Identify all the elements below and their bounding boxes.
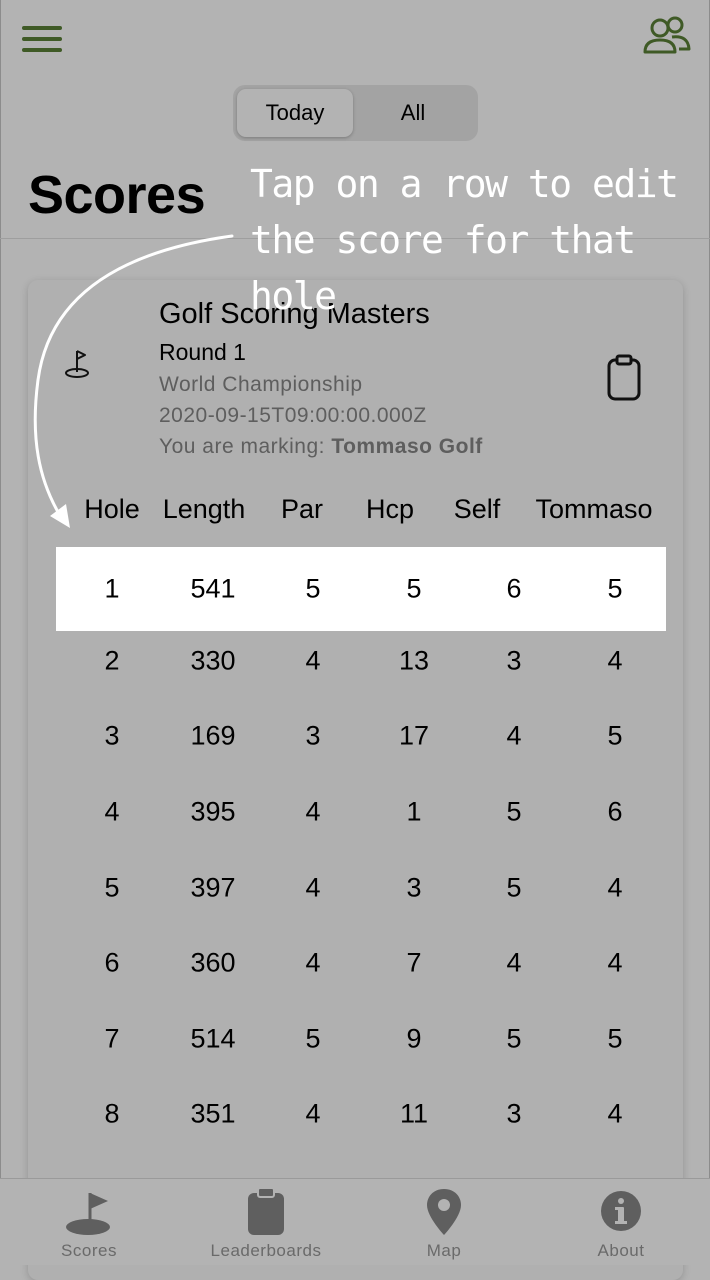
cell-self: 5: [506, 796, 522, 827]
event-name: World Championship: [159, 373, 363, 396]
cell-hcp: 5: [406, 573, 422, 604]
table-row[interactable]: 7 514 5 9 5 5: [56, 1001, 666, 1077]
cell-par: 4: [305, 1098, 321, 1129]
cell-hole: 6: [104, 947, 120, 978]
table-row[interactable]: 5 397 4 3 5 4: [56, 850, 666, 926]
tab-label-scores: Scores: [61, 1241, 117, 1260]
cell-self: 3: [506, 1098, 522, 1129]
cell-par: 3: [305, 720, 321, 751]
cell-length: 330: [190, 645, 236, 676]
cell-tommaso: 5: [607, 720, 623, 751]
column-self: Self: [453, 494, 501, 524]
tab-label-leaderboards: Leaderboards: [210, 1241, 322, 1260]
marking-info: You are marking: Tommaso Golf: [159, 435, 483, 459]
hint-line-1: Tap on a row to edit: [250, 162, 679, 206]
cell-par: 4: [305, 796, 321, 827]
hint-arrow-icon: [33, 234, 234, 528]
tab-leaderboards[interactable]: Leaderboards: [186, 1179, 346, 1265]
course-name: Golf Scoring Masters: [159, 298, 430, 330]
cell-tommaso: 6: [607, 796, 623, 827]
cell-tommaso: 5: [607, 573, 623, 604]
date-filter-segmented-control: Today All: [233, 85, 478, 141]
cell-length: 169: [190, 720, 236, 751]
cell-tommaso: 4: [607, 645, 623, 676]
cell-tommaso: 5: [607, 1023, 623, 1054]
people-icon[interactable]: [642, 16, 692, 58]
cell-self: 3: [506, 645, 522, 676]
round-card: [28, 280, 683, 1280]
cell-self: 4: [506, 947, 522, 978]
table-row[interactable]: 6 360 4 7 4 4: [56, 925, 666, 1001]
cell-length: 397: [190, 872, 236, 903]
marking-label: You are marking:: [159, 435, 325, 458]
cell-length: 541: [190, 573, 236, 604]
table-row[interactable]: 3 169 3 17 4 5: [56, 699, 666, 775]
cell-hcp: 3: [406, 872, 422, 903]
cell-par: 5: [305, 1023, 321, 1054]
column-length: Length: [162, 494, 246, 524]
map-pin-icon: [427, 1189, 461, 1235]
golf-flag-icon: [62, 348, 92, 385]
clipboard-icon[interactable]: [606, 354, 642, 407]
cell-length: 351: [190, 1098, 236, 1129]
bottom-tab-bar: Scores Leaderboards Map About: [0, 1178, 710, 1265]
cell-hole: 2: [104, 645, 120, 676]
cell-par: 4: [305, 645, 321, 676]
column-tommaso: Tommaso: [535, 494, 653, 524]
tab-label-map: Map: [426, 1241, 462, 1260]
cell-length: 360: [190, 947, 236, 978]
cell-hole: 3: [104, 720, 120, 751]
cell-hole: 1: [104, 573, 120, 604]
score-table: 1 541 5 5 6 5 2 330 4 13 3 4 3 169 3 17 …: [56, 547, 666, 1152]
cell-self: 5: [506, 1023, 522, 1054]
page-title: Scores: [28, 165, 206, 225]
cell-hole: 4: [104, 796, 120, 827]
tab-label-about: About: [597, 1241, 645, 1260]
cell-hcp: 7: [406, 947, 422, 978]
score-table-header: Hole Length Par Hcp Self Tommaso: [56, 494, 666, 538]
cell-self: 6: [506, 573, 522, 604]
cell-hole: 8: [104, 1098, 120, 1129]
cell-tommaso: 4: [607, 1098, 623, 1129]
cell-hole: 7: [104, 1023, 120, 1054]
segment-all[interactable]: All: [400, 100, 426, 125]
cell-hole: 5: [104, 872, 120, 903]
tab-about[interactable]: About: [541, 1179, 701, 1265]
cell-hcp: 11: [399, 1098, 429, 1129]
cell-self: 5: [506, 872, 522, 903]
tutorial-hint: Tap on a row to edit the score for that …: [250, 156, 700, 324]
segment-today[interactable]: Today: [237, 89, 353, 137]
clipboard-icon: [248, 1187, 284, 1235]
table-row[interactable]: 4 395 4 1 5 6: [56, 774, 666, 850]
cell-hcp: 9: [406, 1023, 422, 1054]
column-par: Par: [280, 494, 324, 524]
cell-length: 395: [190, 796, 236, 827]
info-icon: [601, 1191, 641, 1231]
cell-par: 5: [305, 573, 321, 604]
cell-par: 4: [305, 947, 321, 978]
cell-length: 514: [190, 1023, 236, 1054]
marking-player: Tommaso Golf: [331, 435, 483, 458]
cell-par: 4: [305, 872, 321, 903]
round-date: 2020-09-15T09:00:00.000Z: [159, 404, 427, 427]
table-row[interactable]: 1 541 5 5 6 5: [56, 547, 666, 631]
table-row[interactable]: 2 330 4 13 3 4: [56, 623, 666, 699]
cell-tommaso: 4: [607, 947, 623, 978]
golf-flag-icon: [66, 1193, 110, 1235]
column-hole: Hole: [84, 494, 140, 524]
header-divider: [0, 238, 710, 239]
column-hcp: Hcp: [365, 494, 415, 524]
hint-line-2: the score for that hole: [250, 218, 636, 318]
tab-map[interactable]: Map: [364, 1179, 524, 1265]
cell-hcp: 1: [406, 796, 422, 827]
table-row[interactable]: 8 351 4 11 3 4: [56, 1077, 666, 1153]
cell-tommaso: 4: [607, 872, 623, 903]
hamburger-menu-icon[interactable]: [22, 26, 64, 52]
cell-hcp: 13: [398, 645, 430, 676]
cell-self: 4: [506, 720, 522, 751]
tab-scores[interactable]: Scores: [9, 1179, 169, 1265]
cell-hcp: 17: [398, 720, 430, 751]
round-name: Round 1: [159, 339, 246, 365]
